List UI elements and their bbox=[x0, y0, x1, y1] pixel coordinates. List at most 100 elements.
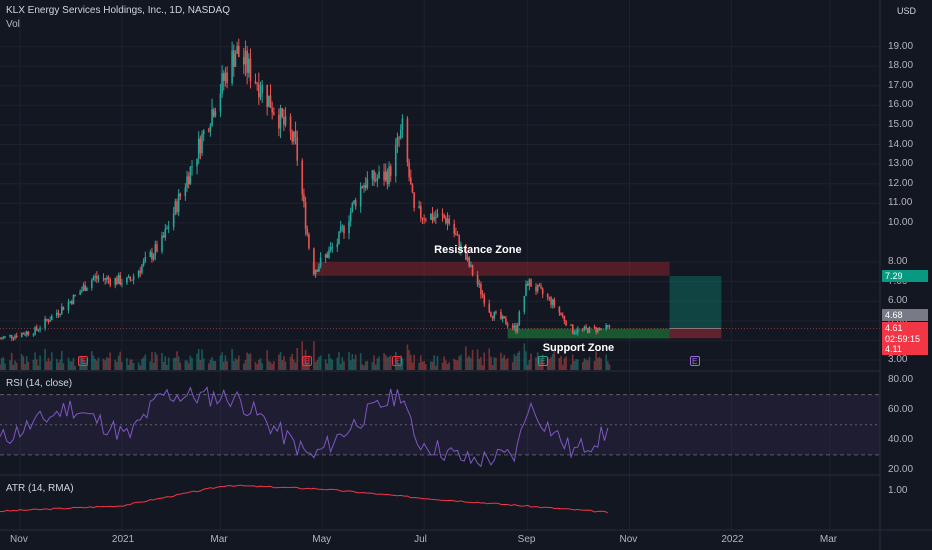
volume-bar bbox=[189, 355, 192, 370]
candle-body bbox=[249, 58, 252, 82]
support-zone-label[interactable]: Support Zone bbox=[542, 342, 615, 355]
volume-bar bbox=[281, 360, 284, 370]
resistance-zone-label[interactable]: Resistance Zone bbox=[434, 244, 522, 257]
volume-bar bbox=[212, 360, 215, 370]
volume-label: Vol bbox=[6, 19, 20, 30]
volume-bar bbox=[24, 364, 26, 370]
volume-bar bbox=[419, 355, 422, 370]
candle-body bbox=[495, 311, 497, 313]
volume-bar bbox=[0, 358, 3, 370]
volume-bar bbox=[361, 364, 364, 370]
price-axis-label: 3.00 bbox=[888, 354, 908, 365]
volume-bar bbox=[102, 358, 105, 370]
volume-bar bbox=[500, 352, 502, 370]
volume-bar bbox=[423, 361, 425, 370]
candle-body bbox=[86, 287, 88, 291]
candle-body bbox=[94, 275, 96, 278]
candle-body bbox=[595, 327, 597, 333]
volume-bar bbox=[481, 365, 484, 370]
earnings-marker[interactable]: E bbox=[537, 356, 548, 366]
volume-bar bbox=[565, 356, 567, 370]
volume-bar bbox=[421, 361, 424, 370]
volume-bar bbox=[359, 353, 362, 370]
volume-bar bbox=[528, 359, 531, 370]
candle-body bbox=[448, 218, 450, 224]
candle-body bbox=[511, 326, 514, 328]
volume-bar bbox=[560, 355, 562, 370]
volume-bar bbox=[465, 346, 467, 370]
volume-bar bbox=[548, 358, 551, 370]
candle-body bbox=[258, 84, 260, 98]
volume-bar bbox=[435, 365, 437, 370]
candle-body bbox=[456, 234, 459, 236]
candle-body bbox=[127, 277, 130, 279]
candle-body bbox=[303, 194, 305, 203]
candle-body bbox=[0, 338, 1, 340]
currency-label[interactable]: USD bbox=[896, 6, 916, 16]
volume-bar bbox=[127, 364, 130, 370]
volume-bar bbox=[314, 361, 317, 370]
volume-bar bbox=[226, 361, 228, 370]
volume-bar bbox=[50, 352, 53, 370]
time-axis-label: 2022 bbox=[721, 534, 744, 545]
volume-bar bbox=[607, 361, 609, 370]
atr-label[interactable]: ATR (14, RMA) bbox=[6, 483, 74, 494]
volume-bar bbox=[161, 352, 163, 370]
volume-bar bbox=[156, 354, 158, 370]
volume-bar bbox=[523, 343, 526, 370]
candle-body bbox=[436, 213, 439, 218]
candle-body bbox=[476, 275, 479, 285]
candle-body bbox=[201, 134, 203, 154]
volume-bar bbox=[561, 364, 564, 370]
volume-bar bbox=[401, 358, 404, 370]
candle-body bbox=[565, 321, 567, 326]
volume-bar bbox=[441, 362, 444, 370]
candle-body bbox=[184, 187, 187, 197]
candle-body bbox=[560, 312, 562, 315]
volume-bar bbox=[493, 357, 496, 370]
volume-bar bbox=[44, 348, 46, 370]
volume-bar bbox=[329, 358, 332, 370]
candle-body bbox=[308, 234, 310, 249]
volume-bar bbox=[296, 347, 299, 370]
candle-body bbox=[82, 285, 85, 291]
volume-bar bbox=[237, 355, 240, 370]
time-axis-label: Mar bbox=[210, 534, 228, 545]
candle-body bbox=[27, 331, 30, 335]
earnings-marker[interactable]: E bbox=[302, 356, 313, 366]
candle-body bbox=[221, 73, 223, 94]
candle-body bbox=[528, 279, 531, 286]
volume-bar bbox=[338, 352, 340, 370]
volume-bar bbox=[109, 352, 112, 370]
volume-bar bbox=[14, 360, 16, 370]
candle-body bbox=[373, 170, 375, 182]
candle-body bbox=[62, 306, 65, 310]
candle-body bbox=[156, 244, 158, 252]
candle-body bbox=[408, 162, 410, 178]
volume-bar bbox=[399, 355, 402, 370]
volume-bar bbox=[319, 355, 322, 370]
candle-body bbox=[550, 297, 552, 305]
earnings-marker[interactable]: E bbox=[78, 356, 89, 366]
candle-body bbox=[167, 227, 170, 229]
candle-body bbox=[34, 327, 36, 335]
earnings-marker[interactable]: E bbox=[689, 356, 700, 366]
candle-body bbox=[441, 213, 444, 216]
volume-bar bbox=[131, 359, 133, 370]
candle-body bbox=[351, 203, 354, 212]
volume-bar bbox=[453, 358, 455, 370]
candle-body bbox=[141, 265, 143, 273]
volume-bar bbox=[605, 354, 607, 370]
time-axis-label: Sep bbox=[517, 534, 536, 545]
rsi-label[interactable]: RSI (14, close) bbox=[6, 378, 73, 389]
candle-body bbox=[394, 145, 397, 176]
candle-body bbox=[313, 248, 315, 275]
volume-bar bbox=[586, 360, 589, 370]
volume-bar bbox=[418, 362, 420, 370]
candle-body bbox=[0, 338, 3, 340]
earnings-marker[interactable]: E bbox=[392, 356, 403, 366]
volume-bar bbox=[79, 356, 81, 370]
volume-bar bbox=[144, 354, 147, 370]
